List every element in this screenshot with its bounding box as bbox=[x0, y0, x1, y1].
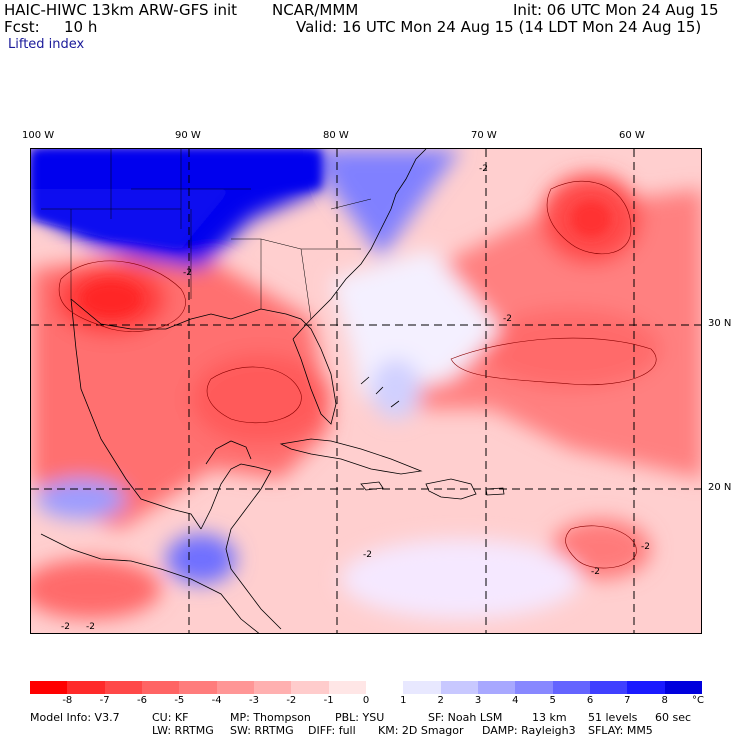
contour-lines bbox=[58, 180, 657, 569]
colorbar bbox=[30, 681, 702, 694]
contour-label: -2 bbox=[591, 567, 600, 577]
colorbar-swatch bbox=[30, 681, 68, 694]
colorbar-swatch bbox=[627, 681, 665, 694]
footer-lw: LW: RRTMG bbox=[152, 724, 214, 737]
colorbar-swatch bbox=[365, 681, 404, 694]
colorbar-unit: °C bbox=[692, 695, 704, 706]
lon-label-60w: 60 W bbox=[619, 130, 645, 141]
contour-label: -2 bbox=[503, 314, 512, 324]
contour-label: -2 bbox=[641, 542, 650, 552]
contour-label: -2 bbox=[479, 164, 488, 174]
footer-resolution: 13 km bbox=[532, 711, 567, 724]
contour-label: -2 bbox=[86, 622, 95, 632]
footer-pbl: PBL: YSU bbox=[335, 711, 385, 724]
colorbar-swatch bbox=[104, 681, 142, 694]
forecast-label: Fcst: bbox=[4, 18, 40, 36]
init-time: Init: 06 UTC Mon 24 Aug 15 bbox=[513, 1, 719, 19]
colorbar-tick-label: 1 bbox=[400, 695, 407, 706]
state-borders bbox=[41, 149, 372, 320]
colorbar-swatch bbox=[440, 681, 478, 694]
coastlines bbox=[40, 149, 505, 633]
footer-cu: CU: KF bbox=[152, 711, 189, 724]
footer-sflay: SFLAY: MM5 bbox=[588, 724, 653, 737]
colorbar-tick-label: -3 bbox=[249, 695, 259, 706]
footer-km: KM: 2D Smagor bbox=[378, 724, 464, 737]
map-canvas: -2 -2 -2 -2 -2 -2 -2 -2 bbox=[31, 149, 701, 633]
field-name: Lifted index bbox=[8, 37, 85, 52]
contour-label: -2 bbox=[183, 268, 192, 278]
colorbar-swatch bbox=[403, 681, 441, 694]
contour-label: -2 bbox=[363, 550, 372, 560]
colorbar-swatch bbox=[477, 681, 516, 694]
footer-mp: MP: Thompson bbox=[230, 711, 311, 724]
colorbar-tick-label: -6 bbox=[137, 695, 147, 706]
lon-label-70w: 70 W bbox=[471, 130, 497, 141]
footer-model-info: Model Info: V3.7 bbox=[30, 711, 120, 724]
lon-label-90w: 90 W bbox=[175, 130, 201, 141]
colorbar-tick-label: -1 bbox=[323, 695, 334, 706]
colorbar-swatch bbox=[328, 681, 366, 694]
colorbar-tick-label: 0 bbox=[362, 695, 370, 706]
footer-timestep: 60 sec bbox=[655, 711, 692, 724]
model-title: HAIC-HIWC 13km ARW-GFS init bbox=[4, 1, 238, 19]
lat-label-30n: 30 N bbox=[708, 318, 732, 329]
colorbar-tick-label: -4 bbox=[211, 695, 222, 706]
colorbar-swatch bbox=[179, 681, 217, 694]
colorbar-tick-label: 6 bbox=[586, 695, 594, 706]
colorbar-swatch bbox=[664, 681, 702, 694]
colorbar-tick-label: 8 bbox=[661, 695, 668, 706]
colorbar-swatch bbox=[67, 681, 105, 694]
footer-diff: DIFF: full bbox=[308, 724, 356, 737]
colorbar-swatch bbox=[552, 681, 590, 694]
lifted-index-map: -2 -2 -2 -2 -2 -2 -2 -2 bbox=[30, 148, 702, 634]
lat-label-20n: 20 N bbox=[708, 482, 732, 493]
footer-sf: SF: Noah LSM bbox=[428, 711, 503, 724]
colorbar-swatch bbox=[589, 681, 628, 694]
footer-sw: SW: RRTMG bbox=[230, 724, 294, 737]
colorbar-swatch bbox=[515, 681, 553, 694]
colorbar-tick-label: -8 bbox=[62, 695, 73, 706]
colorbar-tick-label: 4 bbox=[512, 695, 519, 706]
colorbar-tick-label: -2 bbox=[286, 695, 297, 706]
colorbar-swatch bbox=[253, 681, 292, 694]
colorbar-tick-label: 2 bbox=[437, 695, 444, 706]
colorbar-tick-label: -5 bbox=[174, 695, 185, 706]
lon-label-100w: 100 W bbox=[22, 130, 55, 141]
colorbar-swatch bbox=[291, 681, 329, 694]
lon-label-80w: 80 W bbox=[323, 130, 349, 141]
colorbar-tick-label: 5 bbox=[549, 695, 556, 706]
colorbar-swatch bbox=[216, 681, 254, 694]
colorbar-tick-label: -7 bbox=[99, 695, 110, 706]
footer-damp: DAMP: Rayleigh3 bbox=[482, 724, 576, 737]
lat-lon-grid bbox=[31, 149, 701, 633]
colorbar-tick-label: 7 bbox=[624, 695, 631, 706]
colorbar-tick-label: 3 bbox=[474, 695, 482, 706]
forecast-hour: 10 h bbox=[64, 18, 98, 36]
colorbar-swatch bbox=[141, 681, 180, 694]
valid-time: Valid: 16 UTC Mon 24 Aug 15 (14 LDT Mon … bbox=[296, 18, 702, 36]
contour-label: -2 bbox=[61, 622, 70, 632]
org-label: NCAR/MMM bbox=[272, 1, 359, 19]
footer-levels: 51 levels bbox=[588, 711, 638, 724]
contour-labels: -2 -2 -2 -2 -2 -2 -2 -2 bbox=[61, 164, 650, 632]
